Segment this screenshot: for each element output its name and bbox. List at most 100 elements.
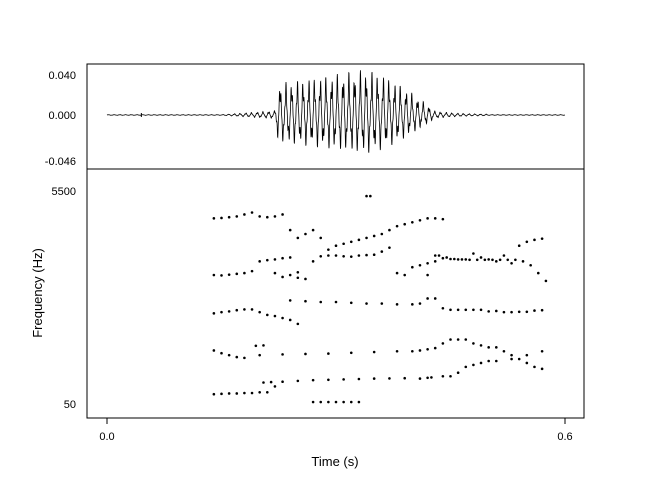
- formant-point: [212, 217, 216, 220]
- formant-point: [250, 211, 254, 214]
- formant-point: [456, 371, 460, 375]
- formant-point: [533, 238, 536, 242]
- formant-point: [449, 338, 452, 341]
- formant-point: [220, 310, 223, 314]
- formant-point: [395, 349, 399, 353]
- formant-point: [388, 228, 391, 232]
- time-x-axis: 0.0 0.6: [99, 418, 573, 443]
- formant-point: [334, 244, 338, 248]
- formant-point: [212, 312, 216, 315]
- formant-point: [235, 215, 239, 218]
- formant-point: [250, 269, 254, 273]
- formant-point: [479, 344, 483, 347]
- formant-point: [506, 258, 510, 262]
- formant-point: [273, 385, 277, 388]
- formant-point: [235, 272, 239, 276]
- formant-point: [487, 359, 490, 363]
- formant-point: [342, 254, 345, 258]
- formant-point: [456, 338, 460, 341]
- formant-point: [273, 215, 277, 218]
- formant-point: [220, 216, 223, 220]
- formant-point: [540, 367, 544, 371]
- formant-point: [365, 194, 368, 198]
- formant-point: [395, 224, 399, 228]
- formant-point: [372, 234, 376, 238]
- formant-point: [227, 273, 231, 276]
- waveform-frame: [86, 63, 585, 170]
- formant-point: [464, 308, 468, 312]
- formant-point: [258, 260, 261, 263]
- formant-point: [319, 254, 323, 258]
- x-axis-title: Time (s): [311, 454, 358, 469]
- formant-point: [411, 265, 414, 269]
- formant-point: [304, 277, 307, 281]
- formant-point: [220, 274, 223, 277]
- formant-point: [479, 361, 483, 365]
- formant-point: [304, 352, 307, 356]
- formant-point: [212, 273, 216, 277]
- formant-point: [487, 346, 490, 349]
- formant-point: [311, 400, 315, 404]
- formant-point: [464, 258, 468, 261]
- formant-point: [437, 254, 441, 257]
- formant-point: [472, 342, 475, 345]
- formant-point: [319, 236, 323, 240]
- formant-point: [433, 297, 437, 300]
- formant-point: [296, 236, 300, 240]
- waveform-panel: 0.040 0.000 -0.046: [45, 63, 585, 170]
- formant-point: [334, 254, 338, 257]
- formant-point: [525, 310, 529, 314]
- formant-point: [456, 258, 460, 261]
- formant-point: [342, 378, 345, 381]
- time-x-tick-label: 0.0: [99, 431, 114, 443]
- formant-point: [418, 219, 422, 222]
- formant-point: [517, 357, 521, 361]
- formant-point: [472, 252, 475, 255]
- formant-point: [395, 271, 399, 275]
- formant-point: [388, 377, 391, 380]
- formant-point: [521, 260, 525, 263]
- formant-point: [258, 390, 261, 394]
- formant-point: [472, 363, 475, 367]
- formant-point: [296, 276, 300, 280]
- formant-point: [456, 308, 460, 312]
- formant-panel: 5500 50 0.0 0.6 Time (s) Frequency (Hz): [30, 168, 585, 469]
- formant-point: [372, 253, 376, 256]
- formant-point: [510, 357, 513, 361]
- formant-point: [441, 374, 445, 378]
- formant-point: [426, 347, 429, 351]
- formant-point: [498, 258, 502, 262]
- formant-point: [495, 260, 498, 263]
- formant-point: [227, 310, 231, 313]
- formant-point: [380, 232, 384, 236]
- waveform-y-tick-label: -0.046: [45, 156, 76, 168]
- formant-point: [483, 258, 487, 262]
- formant-point: [502, 254, 506, 257]
- formant-point: [243, 213, 246, 216]
- formant-point: [258, 310, 261, 314]
- formant-point: [254, 344, 258, 348]
- formant-point: [235, 355, 239, 359]
- formant-point: [491, 258, 494, 262]
- formant-point: [227, 353, 231, 357]
- formant-point: [281, 256, 284, 260]
- formant-point: [349, 351, 353, 355]
- formant-point: [304, 232, 307, 236]
- formant-point: [433, 254, 437, 257]
- formant-point: [525, 361, 529, 365]
- formant-point: [536, 271, 540, 275]
- formant-point: [342, 400, 345, 404]
- formant-point: [411, 220, 414, 224]
- formant-point: [273, 271, 277, 275]
- formant-point: [266, 215, 269, 219]
- formant-point: [441, 342, 445, 345]
- formant-point: [479, 308, 483, 312]
- formant-point: [433, 346, 437, 350]
- formant-point: [349, 400, 353, 404]
- formant-point: [495, 346, 498, 349]
- formant-point: [495, 359, 498, 363]
- formant-point: [243, 271, 246, 275]
- formant-point: [445, 256, 448, 259]
- formant-point: [517, 310, 521, 314]
- formant-point: [296, 379, 300, 383]
